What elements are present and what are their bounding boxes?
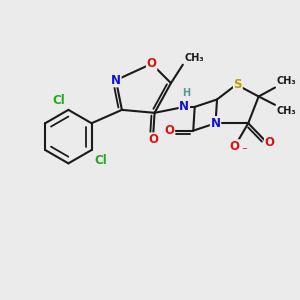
Text: Cl: Cl — [52, 94, 65, 107]
Text: O: O — [164, 124, 175, 137]
Text: O: O — [265, 136, 275, 149]
Text: O: O — [147, 57, 157, 70]
Text: N: N — [111, 74, 121, 87]
Text: O: O — [148, 133, 158, 146]
Text: CH₃: CH₃ — [277, 106, 296, 116]
Text: CH₃: CH₃ — [184, 53, 204, 63]
Text: ⁻: ⁻ — [241, 146, 247, 156]
Text: O: O — [229, 140, 239, 153]
Text: H: H — [182, 88, 190, 98]
Text: N: N — [211, 117, 220, 130]
Text: S: S — [234, 77, 242, 91]
Text: Cl: Cl — [94, 154, 107, 166]
Text: N: N — [179, 100, 189, 113]
Text: CH₃: CH₃ — [277, 76, 296, 86]
